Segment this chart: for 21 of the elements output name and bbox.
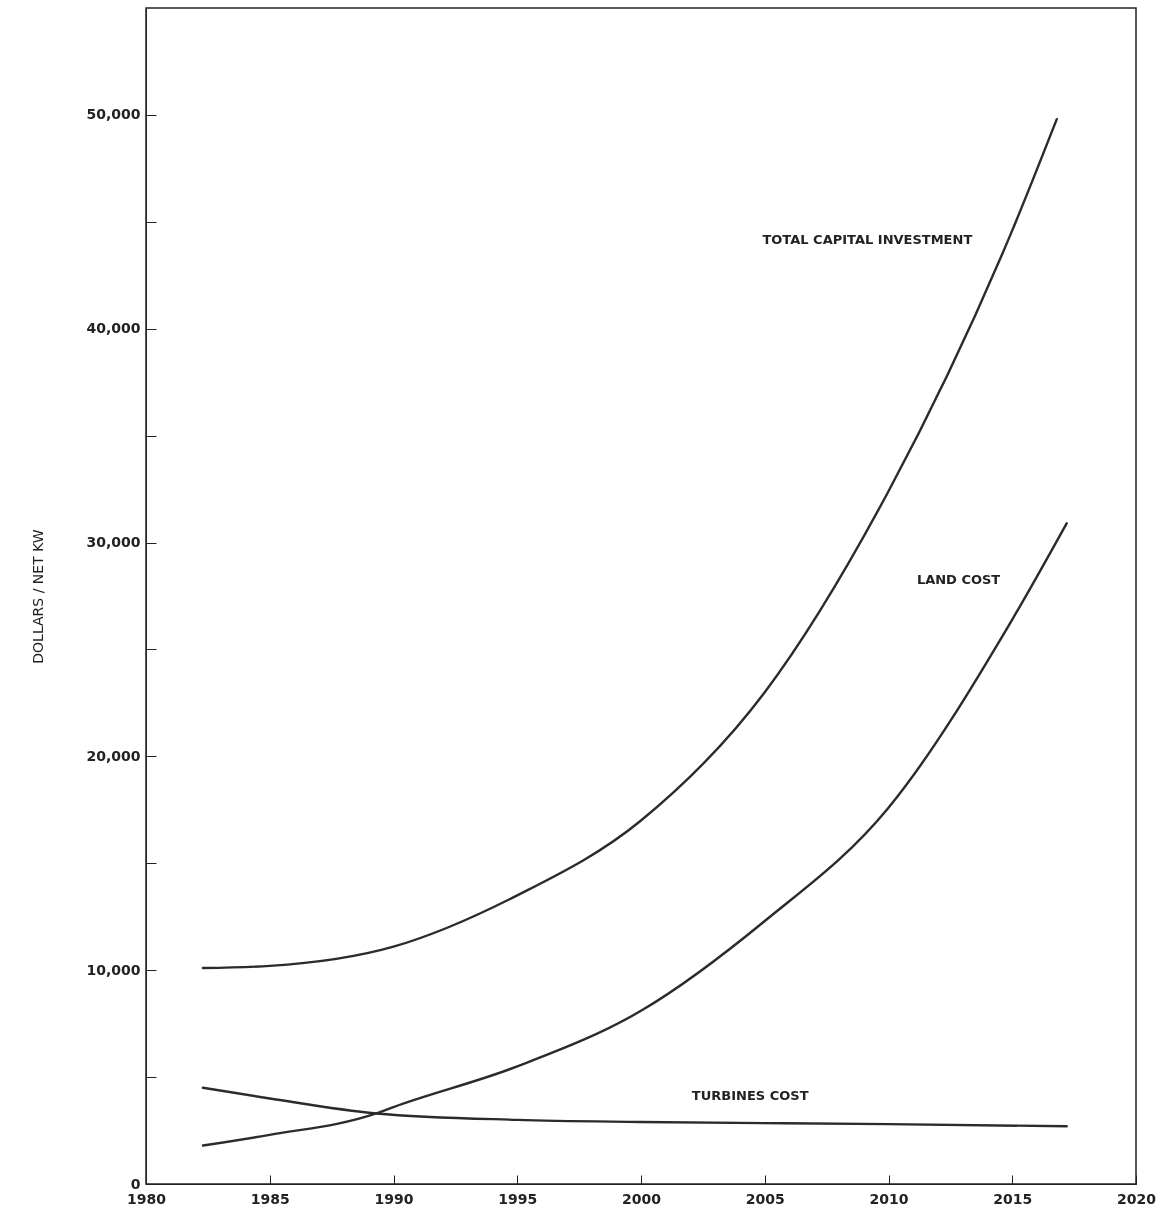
y-tick-label: 50,000	[86, 106, 141, 123]
y-tick-label: 10,000	[86, 961, 141, 978]
y-tick-label: 0	[130, 1175, 141, 1192]
y-axis-title: DOLLARS / NET KW	[30, 529, 47, 664]
series-label: TURBINES COST	[691, 1088, 809, 1104]
x-tick-label: 2015	[993, 1190, 1033, 1207]
line-series	[201, 522, 1068, 1147]
x-tick-label: 2020	[1117, 1190, 1157, 1207]
x-tick-label: 2005	[745, 1190, 785, 1207]
text: TOTAL CAPITAL INVESTMENT	[762, 232, 973, 248]
y-tick-label: 40,000	[86, 320, 141, 337]
x-tick-label: 2010	[869, 1190, 909, 1207]
x-tick-label: 2000	[622, 1190, 662, 1207]
y-tick-label: 20,000	[86, 747, 141, 764]
x-tick-label: 1995	[498, 1190, 538, 1207]
x-tick-label: 1985	[250, 1190, 290, 1207]
y-tick-label: 30,000	[86, 534, 141, 551]
text: LAND COST	[916, 571, 1001, 587]
x-tick-label: 1990	[374, 1190, 414, 1207]
x-tick-label: 1980	[127, 1190, 167, 1207]
line-series	[201, 117, 1058, 970]
